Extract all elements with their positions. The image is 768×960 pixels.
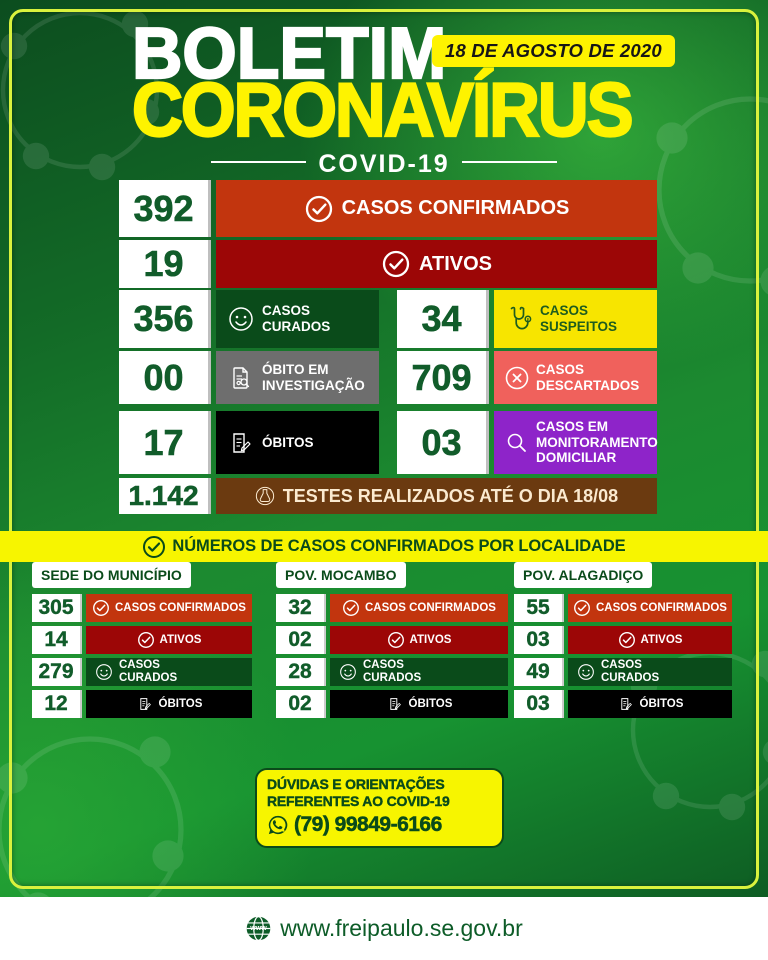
svg-text:www: www [250,924,268,932]
